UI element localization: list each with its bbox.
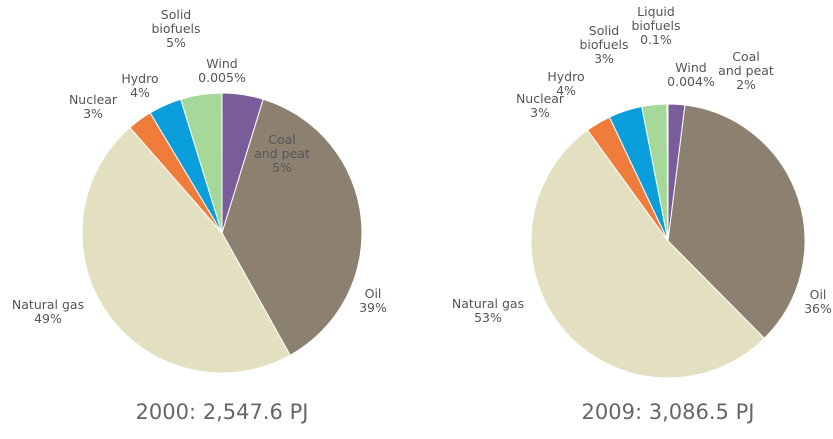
category-label: Oil [809,287,827,302]
chart-title: 2009: 3,086.5 PJ [581,400,755,424]
category-label: Solid biofuels [579,23,629,52]
slice-label: Oil 39% [359,287,387,315]
slice-label: Nuclear 3% [516,92,564,120]
value-label: 49% [34,311,62,326]
value-label: 5% [166,35,186,50]
slice-label: Coal and peat 2% [718,50,774,92]
slice-label: Wind 0.005% [198,57,246,85]
category-label: Coal and peat [718,49,774,78]
value-label: 0.005% [198,70,246,85]
category-label: Wind [675,60,707,75]
category-label: Natural gas [11,297,85,312]
value-label: 3% [83,106,103,121]
slice-label: Hydro 4% [121,72,158,100]
pie-slice [530,129,766,379]
category-label: Liquid biofuels [631,4,681,33]
value-label: 0.004% [667,74,715,89]
chart-title: 2000: 2,547.6 PJ [135,400,309,424]
slice-label: Solid biofuels 3% [579,24,628,66]
slice-label: Natural gas 53% [452,297,524,325]
pie-slice [81,126,291,374]
value-label: 3% [594,51,614,66]
category-label: Coal and peat [254,132,310,161]
category-label: Nuclear [515,91,565,106]
pie-slice [221,98,363,356]
value-label: 39% [359,300,387,315]
slice-label: Oil 36% [804,288,832,316]
slice-label: Liquid biofuels 0.1% [631,5,680,47]
category-label: Hydro [547,69,585,84]
category-label: Nuclear [68,92,118,107]
slice-label: Natural gas 49% [12,298,84,326]
slice-label: Wind 0.004% [667,61,715,89]
value-label: 0.1% [640,32,672,47]
value-label: 36% [804,301,832,316]
category-label: Oil [364,286,382,301]
pie-slice [667,104,806,340]
value-label: 3% [530,105,550,120]
category-label: Natural gas [451,296,525,311]
slice-label: Hydro 4% [547,70,584,98]
category-label: Wind [206,56,238,71]
value-label: 4% [556,83,576,98]
category-label: Hydro [121,71,159,86]
value-label: 53% [474,310,502,325]
slice-label: Coal and peat 5% [254,133,310,175]
category-label: Solid biofuels [151,7,201,36]
slice-label: Nuclear 3% [69,93,117,121]
slice-label: Solid biofuels 5% [151,8,200,50]
value-label: 4% [130,85,150,100]
value-label: 2% [736,77,756,92]
value-label: 5% [272,160,292,175]
